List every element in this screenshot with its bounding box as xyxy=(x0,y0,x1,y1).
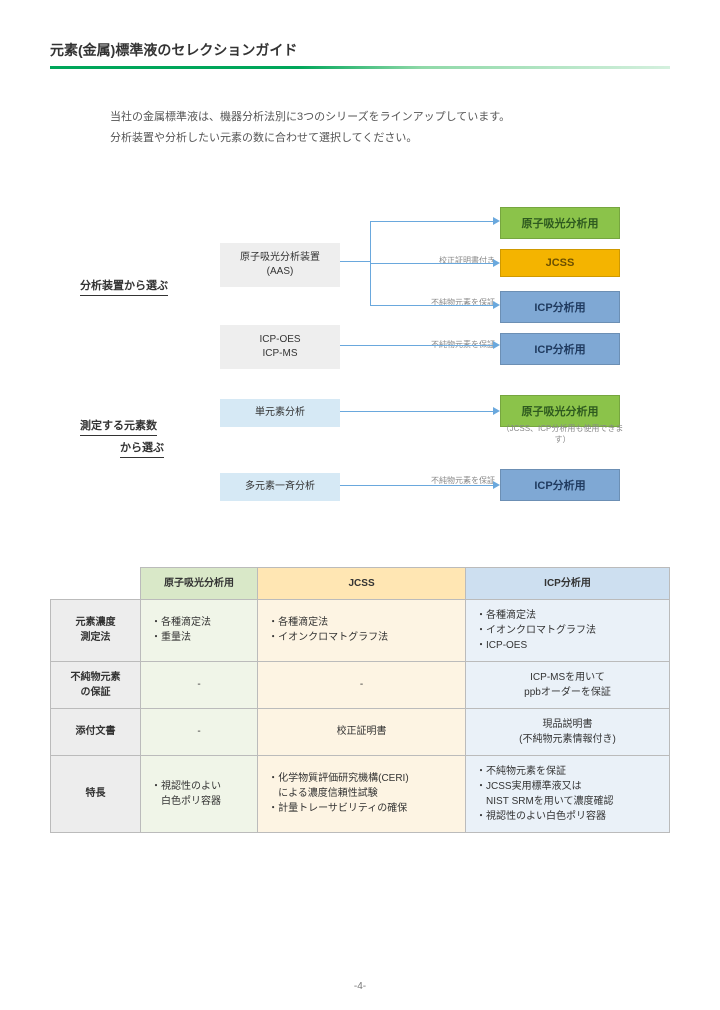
col-header-jcss: JCSS xyxy=(258,567,466,599)
aas-line2: (AAS) xyxy=(224,265,336,279)
row-header-doc: 添付文書 xyxy=(51,708,141,755)
arrow-head-icon xyxy=(493,481,500,489)
arrow xyxy=(340,261,370,262)
section-label-elements-l2: から選ぶ xyxy=(120,439,164,458)
table-row: 不純物元素の保証 - - ICP-MSを用いてppbオーダーを保証 xyxy=(51,661,670,708)
dest-box-icp-2: ICP分析用 xyxy=(500,333,620,365)
arrow xyxy=(340,411,493,412)
col-header-aa: 原子吸光分析用 xyxy=(141,567,258,599)
intro-text: 当社の金属標準液は、機器分析法別に3つのシリーズをラインアップしています。 分析… xyxy=(110,107,670,149)
note-impurity-1: 不純物元素を保証 xyxy=(410,297,495,308)
cell: 現品説明書(不純物元素情報付き) xyxy=(466,708,670,755)
cell: ・各種滴定法・イオンクロマトグラフ法 xyxy=(258,599,466,661)
icp-line2: ICP-MS xyxy=(224,347,336,361)
cell: ・化学物質評価研究機構(CERI) による濃度信頼性試験・計量トレーサビリティの… xyxy=(258,755,466,832)
intro-line-2: 分析装置や分析したい元素の数に合わせて選択してください。 xyxy=(110,128,670,149)
aas-line1: 原子吸光分析装置 xyxy=(224,251,336,265)
arrow xyxy=(340,345,493,346)
table-header-row: 原子吸光分析用 JCSS ICP分析用 xyxy=(51,567,670,599)
cell: - xyxy=(258,661,466,708)
source-box-multi: 多元素一斉分析 xyxy=(220,473,340,501)
arrow-head-icon xyxy=(493,407,500,415)
cell: - xyxy=(141,661,258,708)
arrow xyxy=(340,485,493,486)
section-label-device: 分析装置から選ぶ xyxy=(80,277,168,296)
cell: ICP-MSを用いてppbオーダーを保証 xyxy=(466,661,670,708)
cell: - xyxy=(141,708,258,755)
arrow-head-icon xyxy=(493,259,500,267)
arrow-head-icon xyxy=(493,217,500,225)
arrow xyxy=(370,305,493,306)
cell: ・視認性のよい 白色ポリ容器 xyxy=(141,755,258,832)
arrow-head-icon xyxy=(493,301,500,309)
source-box-single: 単元素分析 xyxy=(220,399,340,427)
source-box-aas: 原子吸光分析装置 (AAS) xyxy=(220,243,340,287)
row-header-impurity: 不純物元素の保証 xyxy=(51,661,141,708)
cell: ・各種滴定法・重量法 xyxy=(141,599,258,661)
col-header-icp: ICP分析用 xyxy=(466,567,670,599)
arrow xyxy=(370,263,493,264)
page-title: 元素(金属)標準液のセレクションガイド xyxy=(50,40,670,60)
dest-box-jcss: JCSS xyxy=(500,249,620,277)
icp-line1: ICP-OES xyxy=(224,333,336,347)
table-row: 元素濃度測定法 ・各種滴定法・重量法 ・各種滴定法・イオンクロマトグラフ法 ・各… xyxy=(51,599,670,661)
arrow xyxy=(370,221,493,222)
source-box-icp: ICP-OES ICP-MS xyxy=(220,325,340,369)
title-underline xyxy=(50,66,670,69)
intro-line-1: 当社の金属標準液は、機器分析法別に3つのシリーズをラインアップしています。 xyxy=(110,107,670,128)
section-label-elements-l1: 測定する元素数 xyxy=(80,417,157,436)
row-header-feature: 特長 xyxy=(51,755,141,832)
selection-diagram: 分析装置から選ぶ 原子吸光分析装置 (AAS) ICP-OES ICP-MS 原… xyxy=(80,207,670,517)
cell: ・不純物元素を保証・JCSS実用標準液又は NIST SRMを用いて濃度確認・視… xyxy=(466,755,670,832)
table-row: 特長 ・視認性のよい 白色ポリ容器 ・化学物質評価研究機構(CERI) による濃… xyxy=(51,755,670,832)
cell: 校正証明書 xyxy=(258,708,466,755)
arrow-head-icon xyxy=(493,341,500,349)
row-header-method: 元素濃度測定法 xyxy=(51,599,141,661)
table-row: 添付文書 - 校正証明書 現品説明書(不純物元素情報付き) xyxy=(51,708,670,755)
dest-box-aa-1: 原子吸光分析用 xyxy=(500,207,620,239)
dest-box-icp-3: ICP分析用 xyxy=(500,469,620,501)
comparison-table: 原子吸光分析用 JCSS ICP分析用 元素濃度測定法 ・各種滴定法・重量法 ・… xyxy=(50,567,670,833)
dest-box-icp-1: ICP分析用 xyxy=(500,291,620,323)
table-corner xyxy=(51,567,141,599)
note-cert: 校正証明書付き xyxy=(410,255,495,266)
note-jcss-usable: （JCSS、ICP分析用も使用できます） xyxy=(500,423,625,445)
page-number: -4- xyxy=(0,981,720,992)
cell: ・各種滴定法・イオンクロマトグラフ法・ICP-OES xyxy=(466,599,670,661)
